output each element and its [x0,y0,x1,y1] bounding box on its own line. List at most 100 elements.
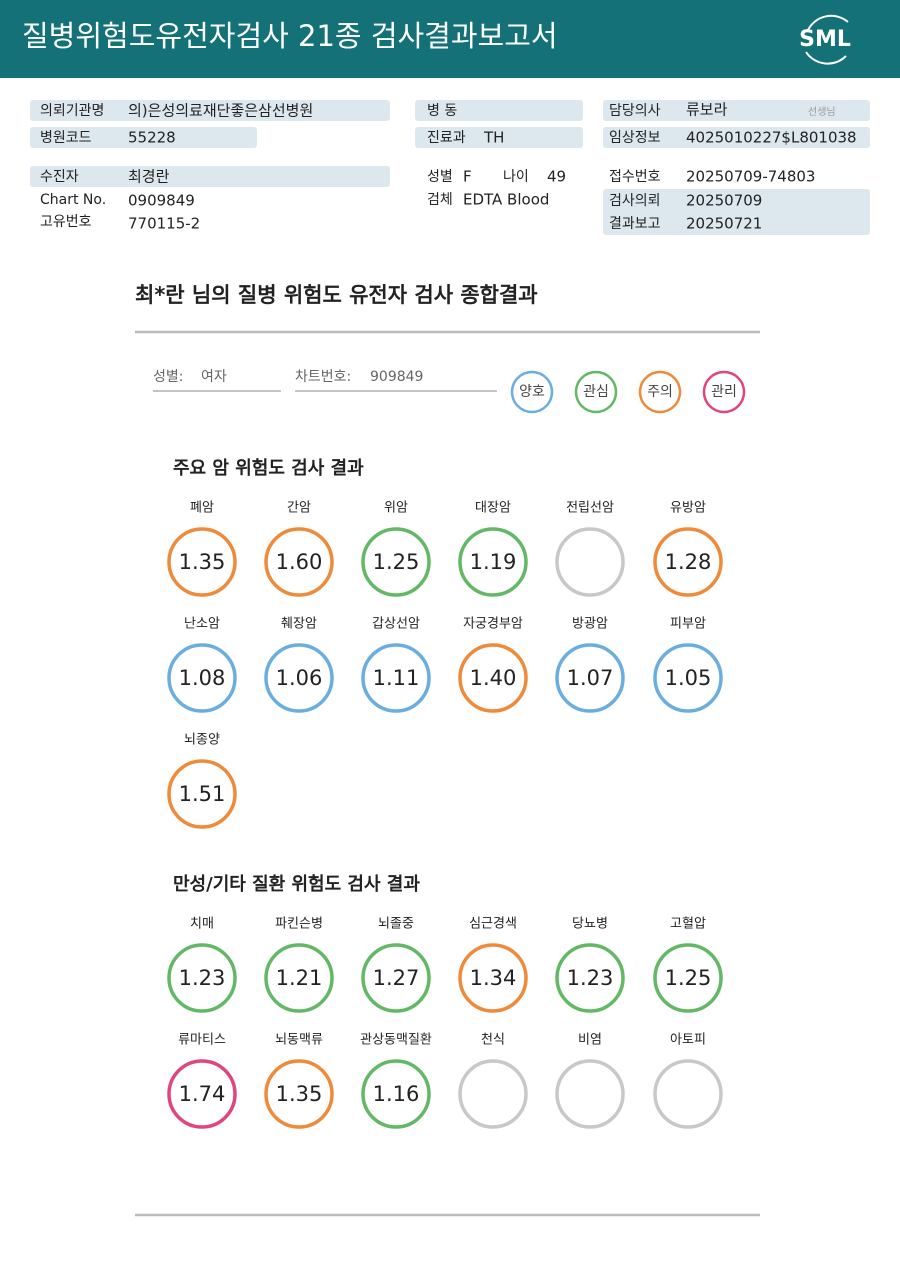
item-name: 자궁경부암 [463,617,523,632]
value: EDTA Blood [463,191,549,209]
item-name: 대장암 [475,501,511,516]
item-name: 심근경색 [469,917,517,932]
shade [415,100,583,121]
risk-value: 1.60 [276,550,323,574]
label: 검사의뢰 [609,193,661,209]
risk-value: 1.07 [567,666,614,690]
item-name: 전립선암 [566,501,614,516]
risk-circle [653,643,723,713]
risk-circle [264,643,334,713]
risk-value: 1.21 [276,966,323,990]
value: 0909849 [128,192,195,210]
item-name: 뇌졸중 [378,917,414,932]
value: 20250709-74803 [686,168,815,186]
shade [30,127,257,148]
logo-arc [807,14,849,31]
risk-value: 1.34 [470,966,517,990]
label: Chart No. [40,192,106,208]
risk-circle [167,643,237,713]
label: 병 동 [427,103,457,119]
risk-value: 1.35 [179,550,226,574]
item-name: 아토피 [670,1033,706,1048]
risk-circle [653,1059,723,1129]
shade [603,127,870,148]
value: 770115-2 [128,215,200,233]
item-name: 파킨슨병 [275,917,323,932]
shade [30,166,390,187]
item-name: 피부암 [670,617,706,632]
risk-value: 1.25 [665,966,712,990]
risk-circle [555,643,625,713]
legend-circle [574,370,618,414]
risk-circle [458,643,528,713]
legend-label: 관리 [711,384,737,400]
risk-value: 1.11 [373,666,420,690]
risk-circle [264,527,334,597]
item-name: 유방암 [670,501,706,516]
risk-value: 1.23 [567,966,614,990]
label: 차트번호: [295,369,351,385]
risk-value: 1.28 [665,550,712,574]
risk-circle [458,1059,528,1129]
risk-circle [264,1059,334,1129]
risk-circle [458,527,528,597]
item-name: 치매 [190,917,214,932]
shade [603,100,870,121]
header-title: 질병위험도유전자검사 21종 검사결과보고서 [22,19,558,53]
item-name: 위암 [384,501,408,516]
risk-circle [361,527,431,597]
value: 20250709 [686,192,762,210]
risk-circle [361,1059,431,1129]
risk-circle [458,943,528,1013]
logo-arc [805,51,847,65]
label: 임상정보 [609,130,661,146]
item-name: 관상동맥질환 [360,1033,432,1048]
risk-value: 1.35 [276,1082,323,1106]
shade [415,127,583,148]
value: 최경란 [128,168,170,186]
label: 결과보고 [609,216,661,232]
value: F [463,168,472,186]
value: 909849 [370,369,423,385]
risk-value: 1.06 [276,666,323,690]
value: 20250721 [686,215,762,233]
label: 나이 [503,169,529,185]
item-name: 난소암 [184,617,220,632]
label: 수진자 [40,169,79,185]
risk-circle [555,1059,625,1129]
info-block: 의뢰기관명 의)은성의료재단좋은삼선병원 병원코드 55228 수진자 최경란 … [30,100,870,235]
shade [30,100,390,121]
item-name: 갑상선암 [372,617,420,632]
label: 성별 [427,169,453,185]
item-name: 방광암 [572,617,608,632]
risk-circle [653,943,723,1013]
risk-circle [653,527,723,597]
risk-circle [167,1059,237,1129]
label: 검체 [427,192,453,208]
legend-label: 관심 [583,384,609,400]
suffix: 선생님 [808,106,836,118]
legend-label: 양호 [519,384,545,400]
risk-circle [167,759,237,829]
legend-circle [638,370,682,414]
risk-value: 1.08 [179,666,226,690]
summary-title: 최*란 님의 질병 위험도 유전자 검사 종합결과 [135,283,538,307]
label: 의뢰기관명 [40,103,104,119]
label: 성별: [153,369,183,385]
risk-circle [361,943,431,1013]
section-title: 만성/기타 질환 위험도 검사 결과 [173,873,420,895]
legend-circle [702,370,746,414]
risk-circle [555,943,625,1013]
item-name: 간암 [287,501,311,516]
label: 진료과 [427,130,466,146]
label: 병원코드 [40,130,92,146]
value: 의)은성의료재단좋은삼선병원 [128,102,313,120]
risk-value: 1.05 [665,666,712,690]
item-name: 류마티스 [178,1033,226,1048]
risk-value: 1.16 [373,1082,420,1106]
item-name: 췌장암 [281,617,317,632]
risk-circle [555,527,625,597]
risk-value: 1.40 [470,666,517,690]
legend-label: 주의 [647,384,673,400]
value: 55228 [128,129,176,147]
